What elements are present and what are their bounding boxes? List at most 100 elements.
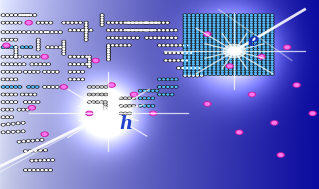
Circle shape <box>196 68 199 70</box>
Circle shape <box>208 21 212 23</box>
Circle shape <box>69 78 72 81</box>
Circle shape <box>11 39 12 40</box>
Circle shape <box>220 43 224 46</box>
Circle shape <box>234 61 236 62</box>
Circle shape <box>187 29 191 31</box>
Circle shape <box>212 46 216 48</box>
Circle shape <box>146 37 148 38</box>
Circle shape <box>249 31 253 33</box>
Circle shape <box>267 74 269 75</box>
Circle shape <box>5 86 9 88</box>
Circle shape <box>116 30 118 31</box>
Circle shape <box>230 34 232 35</box>
Circle shape <box>205 46 207 48</box>
Circle shape <box>221 66 223 67</box>
Circle shape <box>52 86 54 88</box>
Circle shape <box>238 24 240 26</box>
Circle shape <box>192 66 194 67</box>
Circle shape <box>184 44 186 45</box>
Circle shape <box>250 54 252 55</box>
Circle shape <box>191 75 195 77</box>
Circle shape <box>178 67 180 69</box>
Circle shape <box>29 101 31 103</box>
Circle shape <box>162 86 165 88</box>
Circle shape <box>148 90 150 91</box>
Circle shape <box>197 42 198 43</box>
Circle shape <box>18 22 21 24</box>
Circle shape <box>169 60 171 61</box>
Circle shape <box>197 61 198 62</box>
Circle shape <box>221 24 223 26</box>
Circle shape <box>237 41 241 43</box>
Circle shape <box>255 39 256 40</box>
Circle shape <box>250 22 252 23</box>
Circle shape <box>191 26 195 29</box>
Circle shape <box>266 26 270 29</box>
Circle shape <box>213 51 215 53</box>
Circle shape <box>25 170 26 171</box>
Circle shape <box>217 59 219 60</box>
Circle shape <box>220 17 224 19</box>
Circle shape <box>191 43 195 46</box>
Circle shape <box>237 14 241 16</box>
Circle shape <box>7 132 9 133</box>
Circle shape <box>208 68 212 70</box>
Circle shape <box>229 19 232 21</box>
Circle shape <box>259 61 261 62</box>
Circle shape <box>266 73 270 75</box>
Circle shape <box>266 51 270 53</box>
Circle shape <box>108 30 109 31</box>
Circle shape <box>50 46 54 48</box>
Circle shape <box>234 22 236 23</box>
Circle shape <box>37 49 39 50</box>
Circle shape <box>188 27 190 28</box>
Circle shape <box>310 112 315 115</box>
Circle shape <box>271 64 273 65</box>
Circle shape <box>181 52 184 54</box>
Circle shape <box>11 131 15 133</box>
Circle shape <box>205 15 207 16</box>
Circle shape <box>205 103 210 105</box>
Circle shape <box>85 63 88 65</box>
Circle shape <box>62 53 66 55</box>
Circle shape <box>196 66 199 68</box>
Circle shape <box>79 22 82 24</box>
Circle shape <box>192 22 194 23</box>
Circle shape <box>201 56 203 57</box>
Circle shape <box>212 63 216 65</box>
Circle shape <box>271 49 273 50</box>
Circle shape <box>188 17 190 18</box>
Circle shape <box>201 19 203 21</box>
Circle shape <box>15 52 17 53</box>
Circle shape <box>89 29 93 31</box>
Circle shape <box>255 74 256 75</box>
Circle shape <box>205 49 207 50</box>
Circle shape <box>11 47 12 48</box>
Circle shape <box>27 31 30 33</box>
Circle shape <box>254 24 257 26</box>
Circle shape <box>188 37 190 38</box>
Circle shape <box>262 41 265 43</box>
Circle shape <box>167 79 169 80</box>
Circle shape <box>267 66 269 67</box>
Circle shape <box>213 61 215 62</box>
Circle shape <box>226 49 227 50</box>
Circle shape <box>246 49 248 50</box>
Circle shape <box>212 31 216 33</box>
Circle shape <box>258 29 262 31</box>
Circle shape <box>266 14 270 16</box>
Circle shape <box>88 86 90 88</box>
Circle shape <box>216 24 220 26</box>
Circle shape <box>226 69 227 70</box>
Circle shape <box>36 139 39 141</box>
Circle shape <box>86 56 88 57</box>
Circle shape <box>229 31 232 33</box>
Circle shape <box>223 44 246 58</box>
Circle shape <box>246 37 248 38</box>
Circle shape <box>213 59 215 60</box>
Circle shape <box>230 17 232 18</box>
Circle shape <box>258 21 262 23</box>
Circle shape <box>262 63 265 65</box>
Circle shape <box>213 22 215 23</box>
Circle shape <box>27 140 29 142</box>
